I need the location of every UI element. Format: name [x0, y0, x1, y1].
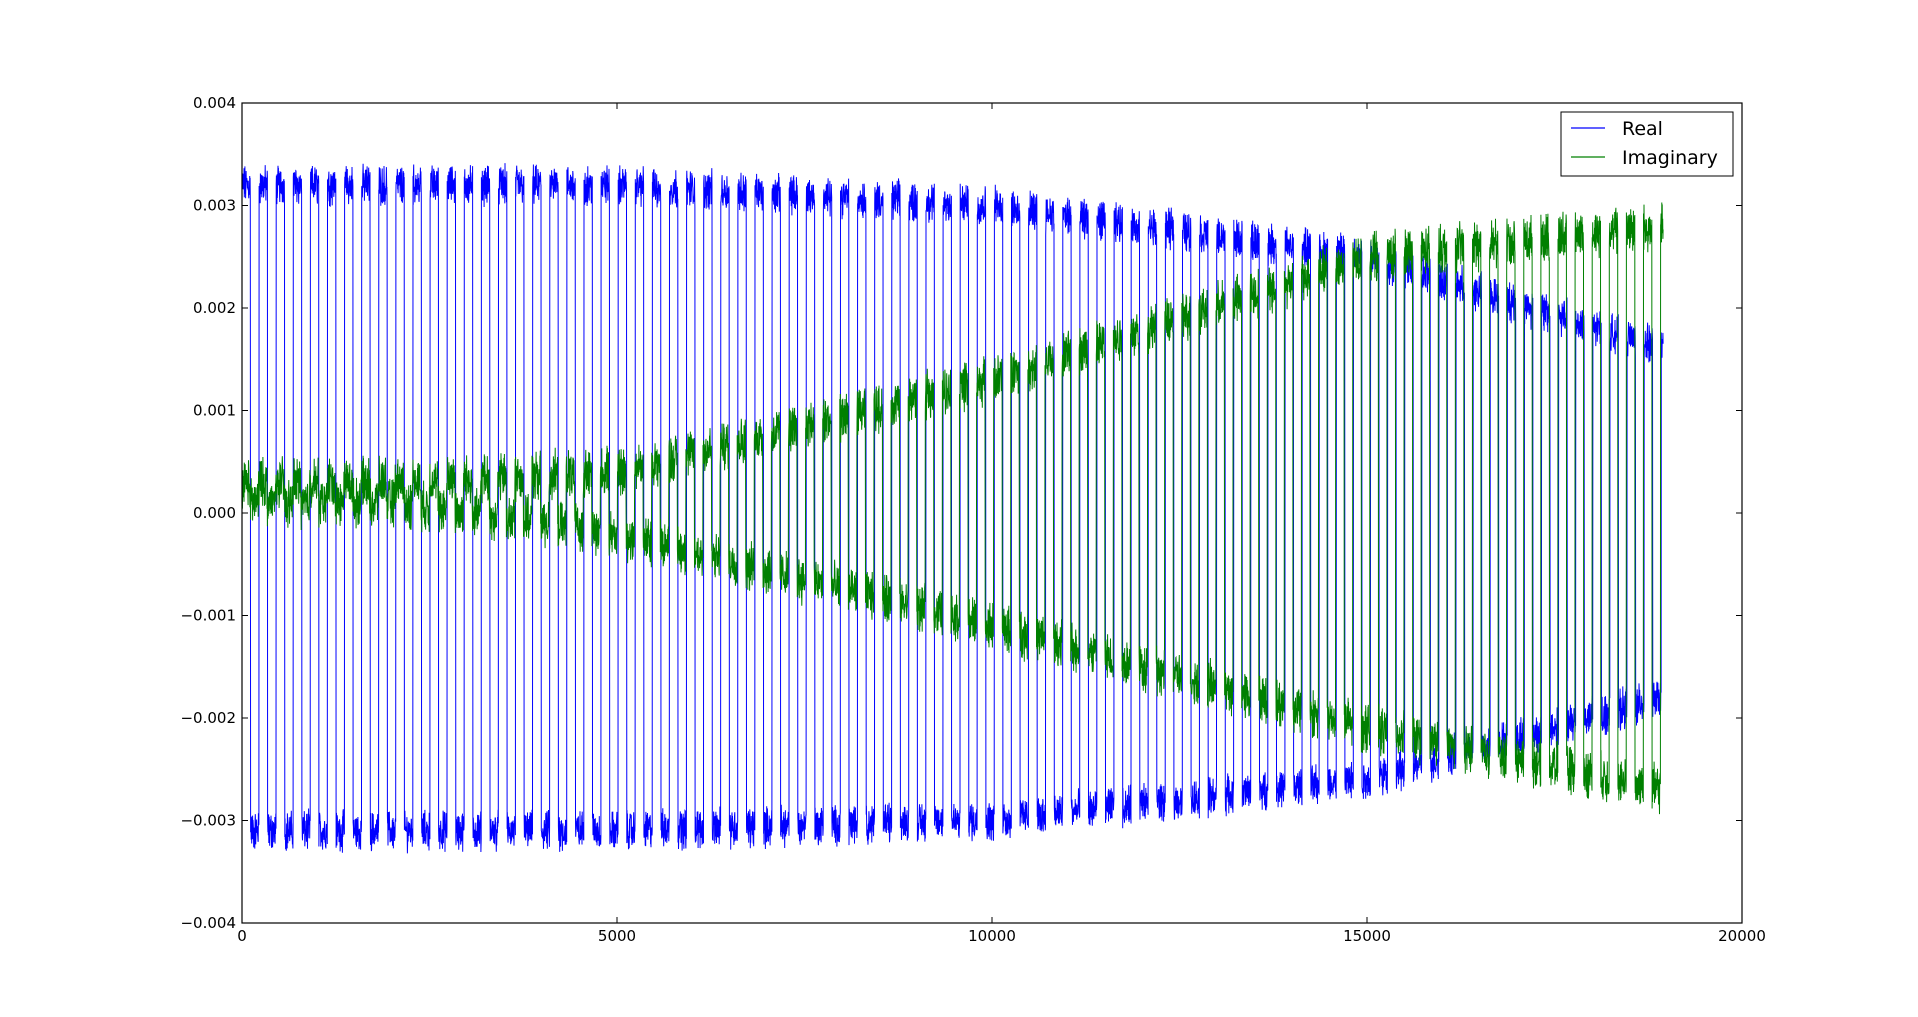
x-tick-label: 15000 [1343, 927, 1391, 945]
y-tick-label: −0.002 [180, 709, 236, 727]
plot-frame [241, 102, 1743, 924]
y-tick-label: −0.004 [180, 914, 236, 932]
series-line-real [241, 163, 1664, 854]
y-tick-label: 0.003 [193, 197, 236, 215]
x-tick-label: 20000 [1718, 927, 1766, 945]
y-tick-label: 0.001 [193, 402, 236, 420]
x-tick-label: 5000 [598, 927, 636, 945]
legend-label-imaginary: Imaginary [1622, 147, 1718, 169]
x-tick-label: 10000 [968, 927, 1016, 945]
series-line-imaginary [241, 202, 1664, 815]
legend-label-real: Real [1622, 118, 1663, 140]
legend: Real Imaginary [1560, 111, 1734, 177]
y-tick-label: 0.004 [193, 94, 236, 112]
ticks-layer: 0 5000 10000 15000 20000 0.004 0.003 0.002 0.001… [180, 94, 1765, 945]
y-tick-label: 0.002 [193, 299, 236, 317]
y-tick-label: −0.001 [180, 607, 236, 625]
legend-box [1560, 111, 1734, 177]
y-tick-label: −0.003 [180, 812, 236, 830]
y-tick-label: 0.000 [193, 504, 236, 522]
series-layer [241, 163, 1664, 854]
x-tick-label: 0 [237, 927, 247, 945]
